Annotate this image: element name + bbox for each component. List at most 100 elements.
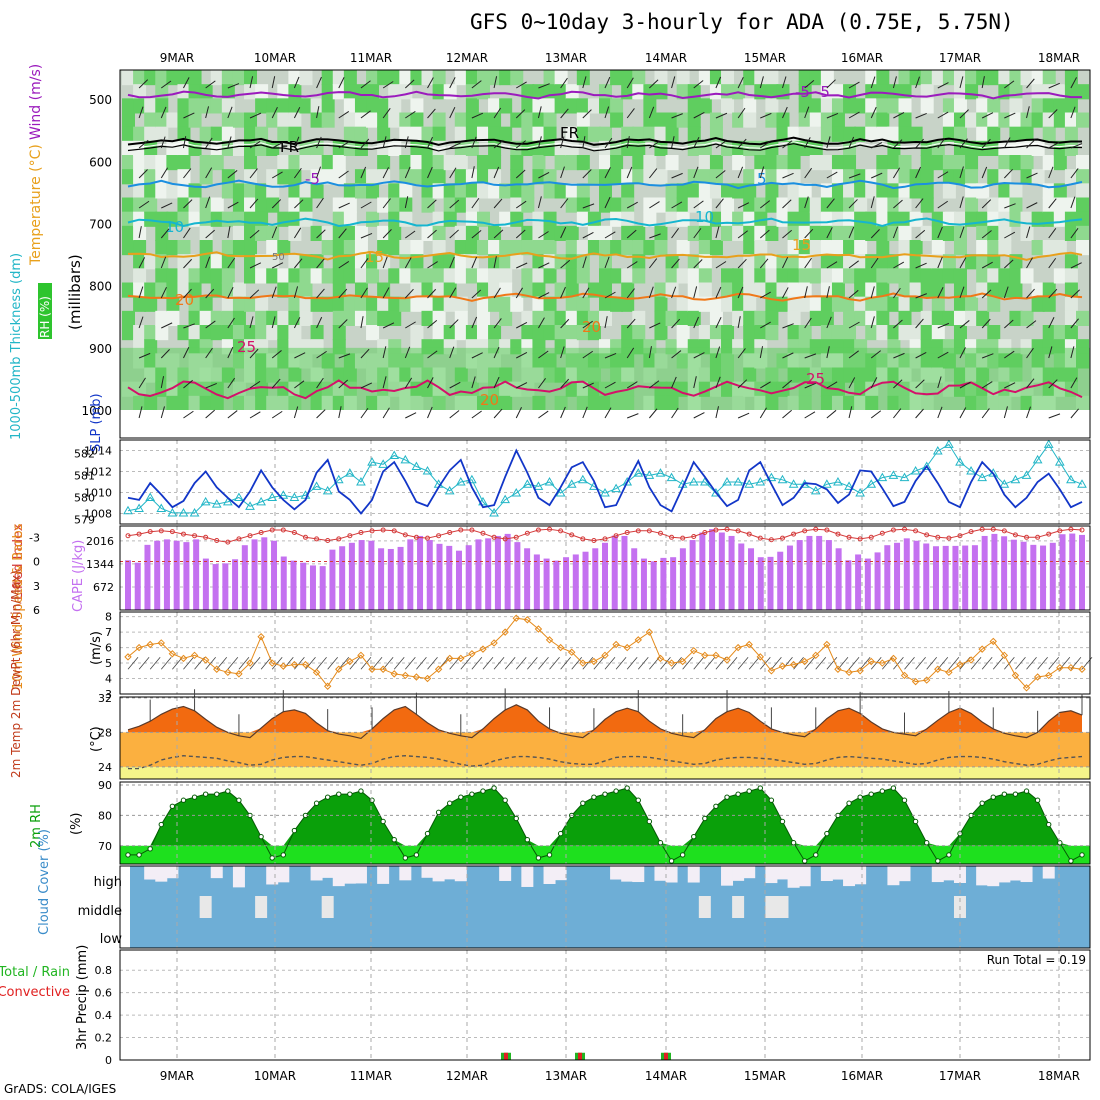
li-marker bbox=[691, 534, 697, 539]
rh-cell bbox=[543, 268, 557, 284]
rh-cell bbox=[865, 112, 879, 128]
rh-cell bbox=[698, 183, 712, 199]
rh-cell bbox=[909, 240, 923, 256]
wind-speed-marker bbox=[457, 654, 465, 663]
wind-barb bbox=[249, 198, 259, 209]
surface-wind-barb bbox=[848, 656, 860, 670]
rh-cell bbox=[798, 84, 812, 100]
wind-barb bbox=[138, 377, 146, 389]
rh-cell bbox=[465, 325, 479, 341]
cloud-high-block bbox=[843, 866, 856, 887]
rh-cell bbox=[310, 140, 324, 156]
wind-barb bbox=[316, 258, 325, 269]
wind-barb bbox=[138, 169, 148, 179]
rh-cell bbox=[543, 98, 557, 114]
rh-marker bbox=[269, 855, 275, 861]
wind-speed-marker bbox=[845, 668, 853, 677]
rh-cell bbox=[377, 112, 391, 128]
wind-barb bbox=[360, 382, 373, 389]
rh-cell bbox=[377, 70, 391, 86]
rh-cell bbox=[388, 140, 402, 156]
thickness-marker bbox=[522, 479, 533, 488]
rh-cell bbox=[299, 183, 313, 199]
li-marker bbox=[158, 528, 164, 534]
rh-cell bbox=[354, 254, 368, 270]
rh-marker bbox=[801, 858, 808, 864]
li-marker bbox=[458, 527, 464, 533]
thickness-marker bbox=[1010, 474, 1021, 484]
cape-bar bbox=[796, 540, 803, 610]
rh-cell bbox=[1009, 126, 1023, 142]
rh-cell bbox=[465, 98, 479, 114]
wind-barb bbox=[560, 226, 567, 239]
rh-cell bbox=[476, 112, 490, 128]
rh-cell bbox=[122, 325, 135, 341]
rh-cell bbox=[776, 282, 790, 298]
rh-marker bbox=[1046, 821, 1052, 828]
wind-speed-marker bbox=[889, 654, 898, 663]
rh-cell bbox=[554, 183, 568, 199]
rh-marker bbox=[935, 858, 941, 864]
rh-cell bbox=[410, 268, 424, 284]
thickness-marker bbox=[888, 470, 899, 479]
rh-marker bbox=[147, 846, 153, 852]
wind-barb bbox=[271, 171, 283, 179]
wind-barb bbox=[826, 79, 836, 89]
rh-cell bbox=[876, 310, 890, 326]
wind-barb bbox=[183, 168, 192, 179]
rh-cell bbox=[343, 240, 357, 256]
rh-marker bbox=[724, 794, 730, 800]
thickness-tick: 582 bbox=[74, 447, 95, 460]
cloud-high-block bbox=[887, 866, 900, 886]
wind-barb bbox=[937, 111, 949, 119]
rh-cell bbox=[599, 240, 612, 256]
wind-barb bbox=[560, 406, 566, 419]
wind-barb bbox=[893, 111, 905, 119]
cloud-high-block bbox=[232, 866, 245, 888]
rh-cell bbox=[476, 310, 490, 326]
wind-barb bbox=[759, 76, 764, 89]
wind-barb bbox=[560, 166, 565, 179]
wind-barb bbox=[338, 353, 351, 359]
thickness-marker bbox=[356, 476, 366, 486]
rh-cell bbox=[221, 126, 235, 142]
rh-cell bbox=[144, 211, 158, 227]
rh-cell bbox=[510, 254, 524, 270]
rh-cell bbox=[133, 84, 147, 100]
li-marker bbox=[968, 529, 974, 535]
rh-cell bbox=[976, 240, 990, 256]
rh-cell bbox=[244, 112, 258, 128]
rh-cell bbox=[953, 112, 967, 128]
wind-barb bbox=[981, 199, 992, 209]
wind-barb bbox=[959, 320, 970, 329]
rh-marker bbox=[557, 830, 564, 837]
rh-cell bbox=[155, 268, 169, 284]
wind-barb bbox=[893, 408, 902, 419]
rh-cell bbox=[388, 310, 402, 326]
thickness-marker bbox=[944, 439, 954, 448]
rh-cell bbox=[887, 325, 901, 341]
rh-marker bbox=[1012, 791, 1019, 797]
rh-marker bbox=[158, 821, 164, 828]
cape-bar bbox=[125, 560, 131, 610]
rh-cell bbox=[865, 310, 879, 326]
rh-cell bbox=[410, 98, 424, 114]
wind-barb bbox=[981, 230, 992, 239]
rh-cell bbox=[965, 254, 979, 270]
wind-barb bbox=[427, 319, 438, 329]
wind-speed-marker bbox=[922, 676, 931, 684]
wind-speed-marker bbox=[401, 671, 410, 680]
rh-cell bbox=[432, 126, 446, 142]
wind-barb bbox=[427, 108, 436, 119]
rh-cell bbox=[1064, 112, 1078, 128]
rh-cell bbox=[843, 126, 857, 142]
rh-cell bbox=[144, 197, 158, 213]
wind-barb bbox=[671, 318, 681, 329]
rh-cell bbox=[277, 310, 291, 326]
wind-barb bbox=[560, 77, 568, 89]
wind-barb bbox=[382, 346, 387, 359]
wind-barb bbox=[227, 170, 238, 179]
thickness-marker bbox=[899, 472, 910, 482]
temp-area-warm bbox=[128, 704, 1082, 733]
rh-cell bbox=[754, 225, 768, 241]
